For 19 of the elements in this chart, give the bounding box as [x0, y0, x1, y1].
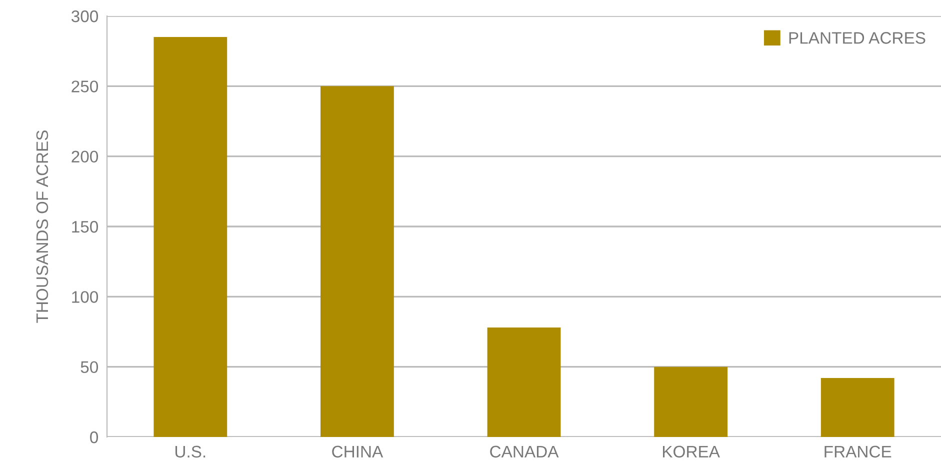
y-tick-label: 250 — [72, 80, 98, 92]
bar — [487, 328, 561, 437]
bar — [154, 37, 228, 437]
bar — [320, 86, 394, 437]
y-axis-title: THOUSANDS OF ACRES — [36, 130, 48, 323]
y-tick-label: 300 — [71, 10, 98, 22]
bar — [820, 378, 894, 437]
x-tick-label: FRANCE — [824, 446, 892, 458]
y-tick-label: 200 — [72, 150, 98, 163]
legend-label: PLANTED ACRES — [789, 32, 926, 44]
y-tick-label: 150 — [72, 220, 98, 233]
x-tick-label: CHINA — [332, 446, 384, 458]
x-tick-label: CANADA — [490, 446, 559, 458]
y-tick-label: 0 — [90, 431, 98, 444]
x-tick-label: KOREA — [662, 446, 720, 458]
y-tick-label: 100 — [72, 291, 98, 303]
y-tick-label: 50 — [80, 361, 98, 374]
bar — [654, 366, 728, 437]
x-tick-label: U.S. — [175, 446, 206, 458]
